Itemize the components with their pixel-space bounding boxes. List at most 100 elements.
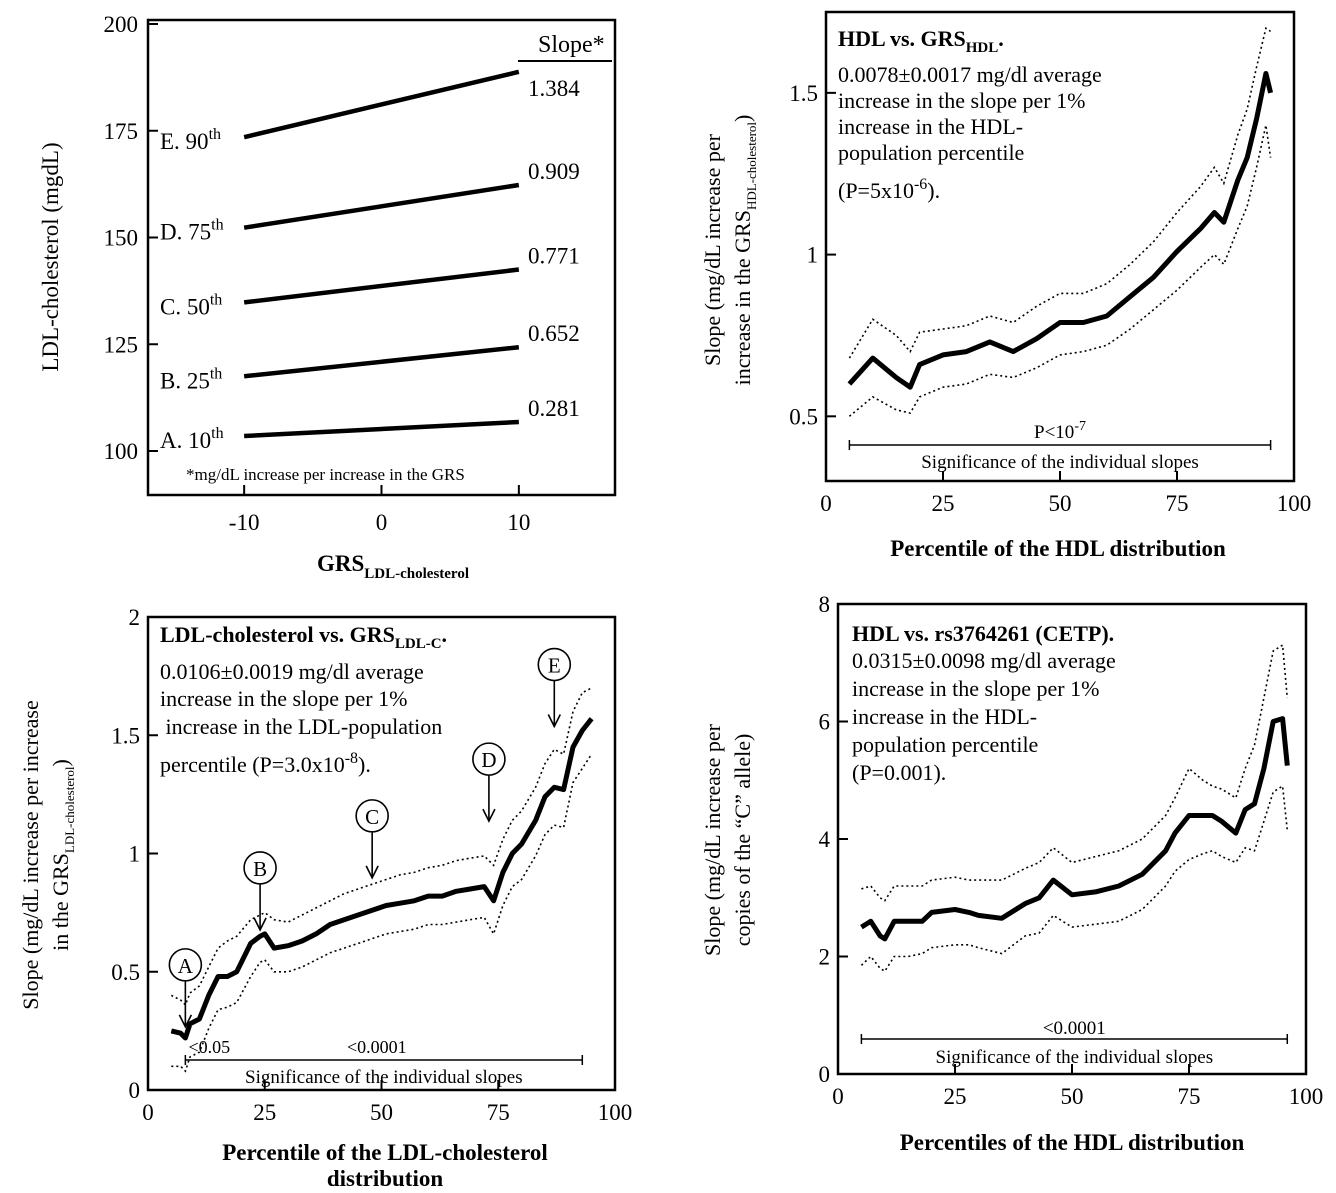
p-main: (P=5x10 [838,178,914,203]
x-axis-label: Percentiles of the HDL distribution [900,1130,1245,1155]
p-sup: -6 [914,176,927,193]
series-lines [847,26,1274,417]
series-label-main: C. 50 [160,294,210,319]
y-axis-label-line2: increase in the GRSHDL-cholesterol) [730,115,759,386]
p-end: ). [927,178,940,203]
series-label-sup: th [211,217,223,234]
y-tick-label: 0 [819,1062,831,1087]
significance-label: Significance of the individual slopes [245,1067,523,1088]
x-axis-label: GRSLDL-cholesterol [317,551,469,582]
panel-title: LDL-cholesterol vs. GRSLDL-C. [160,622,447,652]
y-tick-label: 175 [104,119,139,144]
axis-ticks: 0.5 1 1.5 0 25 50 75 100 [789,81,1311,516]
ylabel2-main: in the GRS [48,853,73,951]
series-line [244,419,519,439]
x-axis-label: Percentile of the HDL distribution [890,536,1226,561]
slope-value: 0.909 [528,159,580,184]
significance-label: Significance of the individual slopes [936,1047,1214,1068]
x-tick-label: 50 [1061,1084,1084,1109]
x-axis-label: Percentile of the LDL-cholesterol [222,1140,548,1165]
y-tick-label: 150 [104,226,139,251]
x-tick-label: 100 [1277,491,1312,516]
note-line-1: 0.0078±0.0017 mg/dl average [838,62,1102,87]
upper-ci-line [170,687,592,1007]
y-tick-label: 100 [104,439,139,464]
note-line-1: 0.0315±0.0098 mg/dl average [852,648,1116,673]
y-tick-label: 2 [819,945,831,970]
significance-bar: Significance of the individual slopes P<1… [848,419,1272,473]
x-tick-label: -10 [229,510,260,535]
significance-bar: Significance of the individual slopes <0.… [184,1037,584,1088]
series-label: A. 10th [160,425,224,453]
series-label-main: A. 10 [160,428,211,453]
y-tick-label: 4 [819,827,831,852]
marker-arrow-head [178,1014,193,1029]
x-axis-label-sub: LDL-cholesterol [364,566,469,582]
series-label-sup: th [209,126,221,143]
series-label: C. 50th [160,291,222,319]
upper-ci-line [861,643,1289,902]
x-tick-label: 0 [376,510,388,535]
slope-line [860,716,1290,942]
ylabel2-main: increase in the GRS [730,210,755,385]
y-axis-label-line2: in the GRSLDL-cholesterol) [48,759,77,951]
y-tick-label: 125 [104,332,139,357]
note-line-2: increase in the slope per 1% [838,88,1085,113]
marker-label: B [253,857,267,881]
x-tick-label: 50 [370,1100,393,1125]
note-line-3: increase in the LDL-population [160,714,442,739]
p-sup: -8 [345,750,358,767]
significance-p: <0.0001 [1043,1018,1106,1039]
p-end: ). [358,752,371,777]
y-tick-label: 200 [104,12,139,37]
ylabel2-end: ) [48,759,73,766]
y-tick-label: 1.5 [111,723,140,748]
marker-arrow-head [365,865,379,880]
y-tick-label: 0.5 [111,960,140,985]
x-tick-label: 25 [944,1084,967,1109]
marker-label: A [178,954,194,978]
note-line-2: increase in the slope per 1% [160,686,407,711]
x-axis-ticks: -10 0 10 [229,485,530,535]
x-tick-label: 100 [598,1100,633,1125]
ylabel2-sub: HDL-cholesterol [744,122,759,210]
x-tick-label: 50 [1049,491,1072,516]
axis-ticks: 0 0.5 1 1.5 2 0 25 50 75 100 [111,605,632,1125]
y-tick-label: 1 [129,842,141,867]
y-tick-label: 1.5 [789,81,818,106]
note-line-3: increase in the HDL- [838,114,1023,139]
slope-value: 0.771 [528,244,580,269]
panel-ldl-grs: 0 0.5 1 1.5 2 0 25 50 75 100 A B C D E LDL-cholestero… [18,605,632,1191]
series-label-sup: th [211,425,223,442]
x-tick-label: 0 [832,1084,844,1109]
note-p-value: percentile (P=3.0x10-8). [160,750,371,777]
panel-title: HDL vs. rs3764261 (CETP). [852,621,1114,646]
marker-arrow-head [253,917,267,932]
series-label: E. 90th [160,126,221,154]
title-main: LDL-cholesterol vs. GRS [160,622,395,647]
slope-value: 1.384 [528,76,580,101]
x-tick-label: 75 [1166,491,1189,516]
x-tick-label: 75 [1178,1084,1201,1109]
y-tick-label: 0 [129,1078,141,1103]
x-tick-label: 0 [820,491,832,516]
x-tick-label: 100 [1289,1084,1324,1109]
y-tick-label: 6 [819,710,831,735]
ylabel2-end: ) [730,115,755,122]
x-tick-label: 25 [932,491,955,516]
ylabel2-sub: LDL-cholesterol [62,766,77,853]
series-lines [170,687,594,1073]
series-label-main: B. 25 [160,368,210,393]
marker-arrow-head [547,714,562,729]
series-label-main: E. 90 [160,129,209,154]
x-tick-label: 75 [487,1100,510,1125]
significance-label: Significance of the individual slopes [921,452,1199,473]
note-line-4: population percentile [838,140,1024,165]
series-label-main: D. 75 [160,220,211,245]
note-line-1: 0.0106±0.0019 mg/dl average [160,659,424,684]
y-tick-label: 1 [807,243,819,268]
series-line [243,182,520,230]
marker-label: E [548,654,561,678]
lower-ci-line [860,784,1289,973]
